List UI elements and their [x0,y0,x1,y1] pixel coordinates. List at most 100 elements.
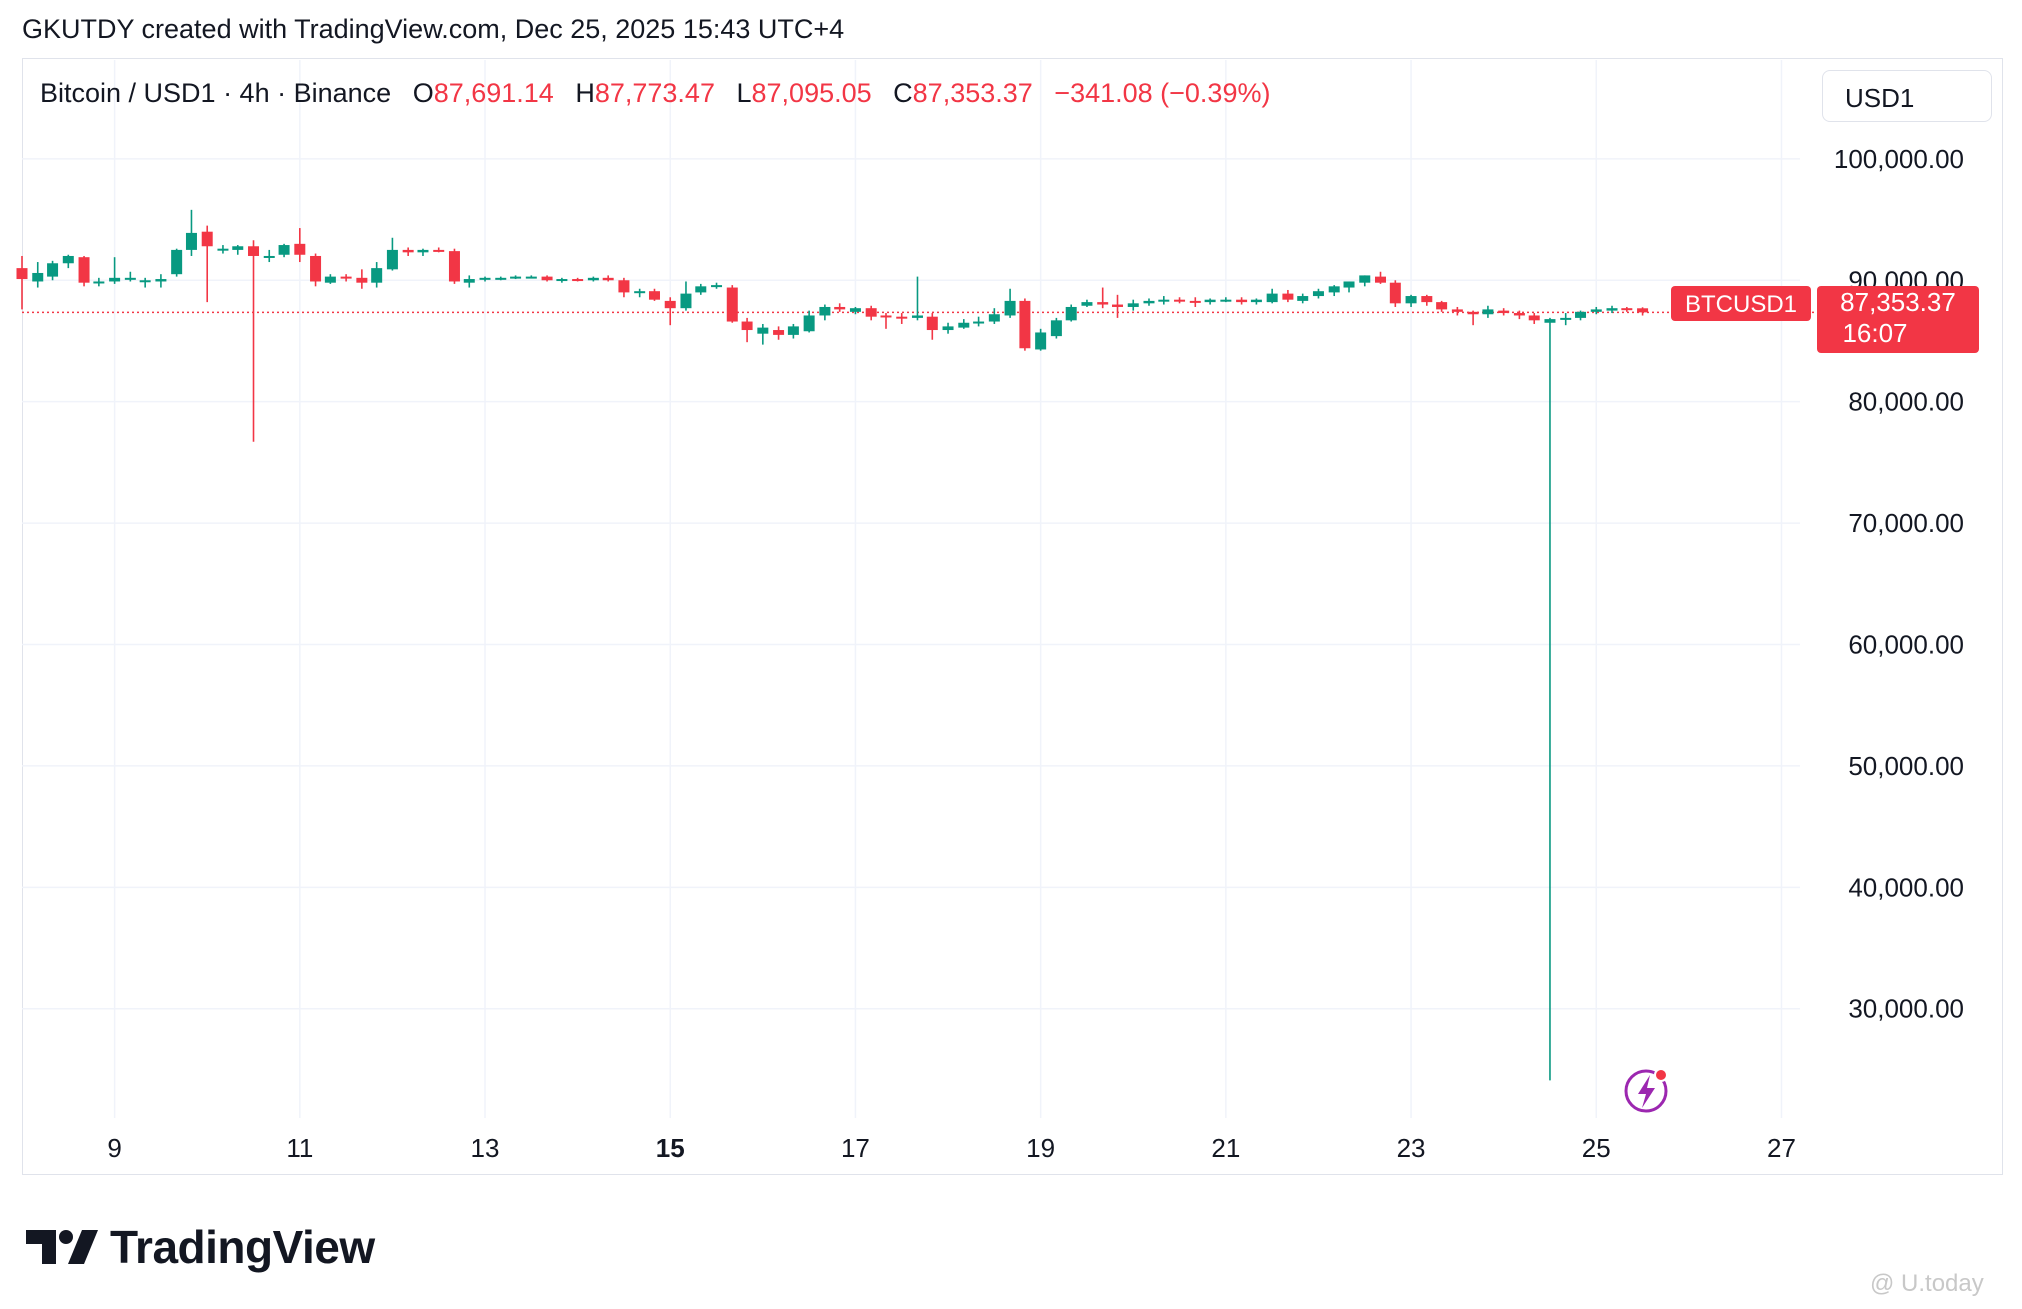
candle-body [433,249,445,252]
legend-close-value: 87,353.37 [912,78,1033,108]
legend-close-label: C [893,78,913,108]
candle [556,277,568,283]
candle [1097,287,1109,309]
candle [78,255,90,287]
candle [217,245,229,254]
candle [911,276,923,321]
candle [618,277,630,298]
chart-credit-header: GKUTDY created with TradingView.com, Dec… [22,14,845,44]
candle [495,276,507,281]
candle [1236,297,1248,305]
candle [1343,281,1355,293]
price-axis: 100,000.0090,000.0080,000.0070,000.0060,… [1834,144,1964,1024]
candle [896,313,908,324]
candle [32,262,44,288]
candle-body [757,327,769,334]
candle [1127,299,1139,311]
candle-body [402,249,414,253]
candle [541,275,553,282]
candle-body [310,255,322,282]
candle-body [634,291,646,294]
candle-body [896,316,908,319]
candle-body [1127,303,1139,307]
candle [402,247,414,256]
candle-body [1560,317,1572,320]
candle-body [1621,308,1633,311]
candle [1359,275,1371,287]
candle [973,316,985,327]
candle [834,303,846,312]
candle-body [1421,296,1433,303]
candle [803,310,815,333]
candle [1112,294,1124,318]
candle [695,283,707,295]
candle-body [834,306,846,310]
candle-body [942,326,954,331]
candle [1482,305,1494,318]
time-tick-label: 17 [841,1133,870,1163]
candle-body [93,281,105,284]
price-tick-label: 80,000.00 [1848,387,1964,417]
candle [47,260,59,281]
candle-body [463,279,475,283]
candle [1405,294,1417,307]
candle [1513,310,1525,320]
time-tick-label: 27 [1767,1133,1796,1163]
legend-symbol[interactable]: Bitcoin / USD1 · 4h · Binance [40,78,392,108]
candle-body [139,280,151,283]
candle-body [926,316,938,331]
candle [371,262,383,288]
candle-body [572,279,584,282]
candle-body [1328,286,1340,293]
candle [1143,298,1155,306]
candle [664,297,676,326]
candle-body [356,277,368,283]
candle [201,225,213,303]
candle [448,248,460,284]
candle-body [1575,311,1587,318]
candle-body [1528,315,1540,321]
candle [1575,310,1587,321]
candle [1637,307,1649,316]
currency-button[interactable]: USD1 [1822,70,1992,122]
candle [942,322,954,334]
candle [1451,306,1463,316]
candle [1220,297,1232,303]
candle-body [371,268,383,283]
candle-body [1236,299,1248,303]
price-tick-label: 50,000.00 [1848,751,1964,781]
tradingview-logo-icon [26,1230,98,1264]
candle [572,277,584,282]
time-tick-label: 19 [1026,1133,1055,1163]
candle [185,209,197,256]
candle-body [618,280,630,293]
candle [1421,294,1433,306]
candle-body [1035,332,1047,350]
ohlc-legend: Bitcoin / USD1 · 4h · Binance O87,691.14… [40,78,1270,109]
candle-body [1065,306,1077,321]
candle-body [479,277,491,280]
price-tag-price: 87,353.37 [1840,287,1956,317]
lightning-icon[interactable] [1624,1068,1668,1113]
candle-body [1498,310,1510,314]
candle-body [541,276,553,281]
candle-body [171,249,183,275]
candle-body [448,251,460,282]
candle-body [109,277,121,282]
candle [988,308,1000,324]
candle [741,317,753,343]
candle-body [1143,300,1155,304]
candle [324,274,336,284]
candle [1204,298,1216,305]
candle [926,313,938,340]
price-tag-countdown: 16:07 [1842,318,1907,348]
brand-name: TradingView [110,1221,375,1273]
candle-body [1467,311,1479,315]
candle-body [1158,299,1170,302]
price-tick-label: 60,000.00 [1848,629,1964,659]
time-tick-label: 21 [1211,1133,1240,1163]
candle [757,323,769,345]
candle-body [1266,293,1278,303]
candle [386,237,398,271]
